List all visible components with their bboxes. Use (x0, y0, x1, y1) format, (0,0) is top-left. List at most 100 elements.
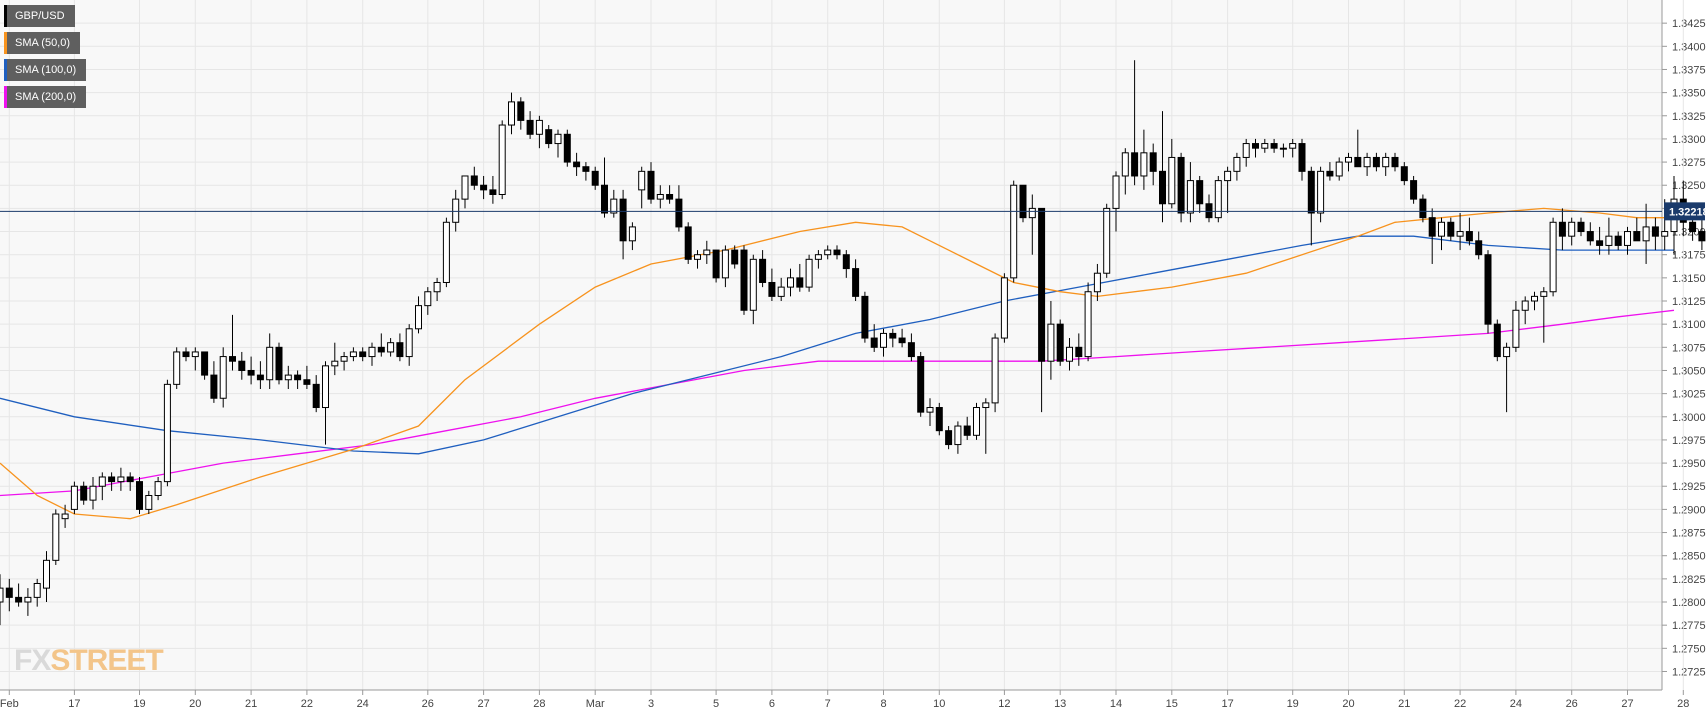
candle-up (163, 383, 171, 483)
candle-down (1410, 180, 1418, 200)
candle-up (703, 249, 711, 256)
candle-down (1447, 221, 1455, 237)
candle-up (1512, 309, 1520, 348)
legend-item-gbpusd[interactable]: GBP/USD (4, 5, 75, 27)
candle-up (424, 291, 432, 307)
candle-up (1345, 156, 1352, 163)
x-tick-label: 10 (933, 698, 945, 710)
y-tick-label: 1.3025 (1672, 389, 1706, 401)
candle-down (1149, 152, 1157, 172)
y-tick-label: 1.3100 (1672, 319, 1706, 331)
candle-down (1205, 203, 1213, 219)
legend-label-sma-100: SMA (100,0) (15, 64, 77, 76)
candle-up (1531, 295, 1538, 302)
candle-up (973, 407, 980, 436)
candle-up (284, 374, 292, 381)
candle-down (833, 249, 841, 256)
candle-down (294, 374, 302, 381)
y-tick-label: 1.3075 (1672, 342, 1706, 354)
candle-up (1540, 291, 1548, 297)
candle-down (480, 184, 488, 191)
candle-down (591, 170, 599, 186)
candle-up (1028, 207, 1036, 219)
candle-up (1382, 156, 1390, 168)
candle-up (349, 351, 357, 358)
candle-up (219, 356, 227, 399)
candle-down (601, 184, 608, 214)
candle-up (1233, 156, 1241, 172)
candle-down (731, 249, 739, 265)
candle-up (1456, 231, 1464, 237)
candle-down (917, 356, 925, 413)
y-tick-label: 1.2775 (1672, 620, 1706, 632)
candle-down (1038, 207, 1046, 362)
candle-down (573, 161, 581, 168)
y-tick-label: 1.3425 (1672, 18, 1706, 30)
candle-up (461, 175, 469, 200)
x-tick-label: 19 (133, 698, 145, 710)
legend-item-sma-200[interactable]: SMA (200,0) (4, 86, 87, 108)
candle-down (1475, 240, 1483, 256)
candle-up (721, 249, 729, 279)
candle-up (656, 193, 664, 200)
legend-label-sma-200: SMA (200,0) (15, 91, 77, 103)
y-tick-label: 1.2950 (1672, 458, 1706, 470)
y-tick-label: 1.2875 (1672, 528, 1706, 540)
candle-up (117, 476, 125, 483)
candle-up (1642, 226, 1650, 242)
legend-swatch-sma-100 (4, 59, 7, 81)
candle-down (619, 198, 627, 242)
x-tick-label: 6 (769, 698, 775, 710)
candle-down (1019, 184, 1027, 219)
candle-down (712, 249, 720, 279)
candle-down (1075, 346, 1083, 358)
candle-up (535, 119, 543, 135)
candle-down (935, 407, 943, 432)
candle-up (89, 485, 97, 501)
x-tick-label: 22 (1454, 698, 1466, 710)
candle-down (229, 356, 236, 362)
candle-up (1103, 207, 1111, 274)
candle-up (787, 277, 794, 288)
candle-down (768, 281, 776, 297)
candle-up (777, 286, 785, 297)
candle-down (201, 351, 209, 376)
x-tick-label: 28 (1677, 698, 1689, 710)
chart-legend: GBP/USD SMA (50,0) SMA (100,0) SMA (200,… (4, 5, 87, 113)
candle-down (312, 383, 320, 409)
candle-up (1112, 175, 1120, 209)
legend-item-sma-50[interactable]: SMA (50,0) (4, 32, 81, 54)
candle-down (377, 346, 385, 353)
candle-up (1000, 277, 1008, 339)
candle-up (52, 513, 60, 561)
candle-up (1438, 221, 1445, 237)
candle-down (1056, 323, 1064, 362)
candle-up (1047, 323, 1055, 362)
candle-up (1363, 156, 1371, 168)
candle-down (1177, 156, 1185, 214)
candle-down (1307, 170, 1315, 214)
candle-down (1131, 152, 1139, 177)
candle-down (675, 198, 683, 228)
x-tick-label: 24 (357, 698, 369, 710)
candle-up (0, 587, 4, 603)
candle-up (387, 342, 395, 353)
candle-down (275, 346, 283, 381)
candle-up (154, 481, 162, 497)
fxstreet-logo: FXSTREET (14, 644, 164, 678)
candle-up (991, 337, 999, 404)
legend-item-sma-100[interactable]: SMA (100,0) (4, 59, 87, 81)
y-tick-label: 1.3375 (1672, 64, 1706, 76)
x-tick-label: 14 (1110, 698, 1122, 710)
x-tick-label: 22 (301, 698, 313, 710)
candle-up (1242, 143, 1250, 158)
candle-down (5, 587, 13, 598)
y-tick-label: 1.3150 (1672, 273, 1706, 285)
candle-down (684, 226, 692, 260)
candle-up (1335, 161, 1343, 177)
y-tick-label: 1.2750 (1672, 643, 1706, 655)
y-tick-label: 1.3400 (1672, 41, 1706, 53)
candle-down (1419, 198, 1427, 219)
candle-up (1140, 152, 1148, 177)
candle-up (1121, 152, 1129, 177)
